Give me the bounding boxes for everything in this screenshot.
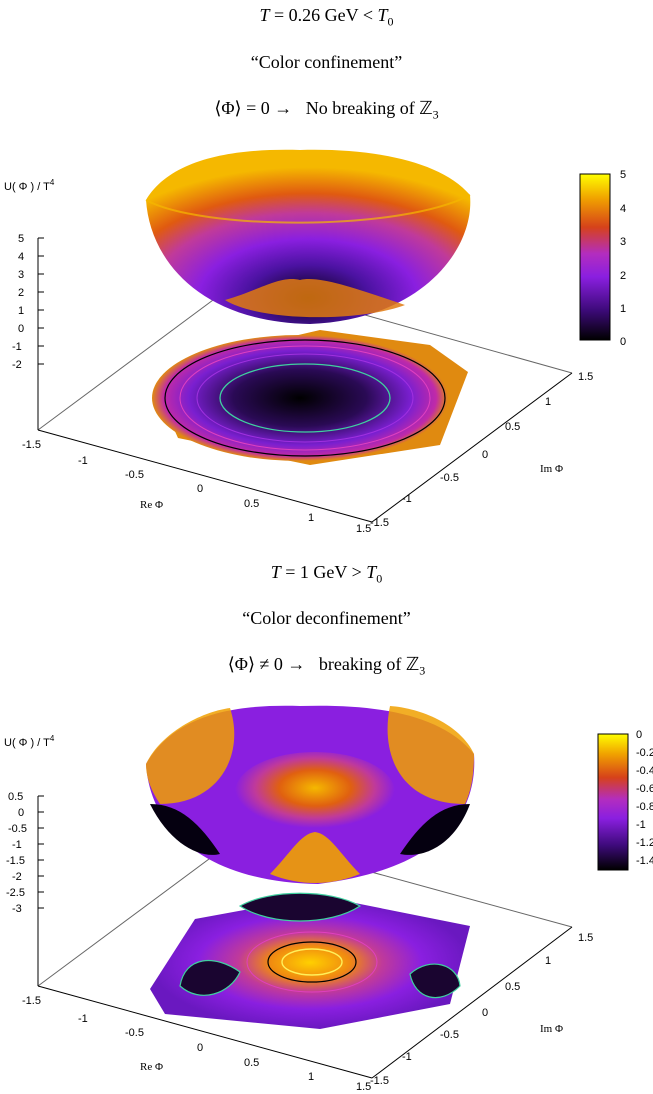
panel1-colorbar: 5 4 3 2 1 0 [579,169,626,348]
panel2-z-axis-label: U( Φ ) / T4 [4,734,55,749]
x-tick-label: -1.5 [22,995,41,1007]
colorbar-tick-label: 0 [620,336,626,348]
x-tick-label: 1 [308,1071,314,1083]
y-tick-label: -0.5 [440,1029,459,1041]
panel1-y-axis-label: Im Φ [540,463,563,475]
colorbar-tick-label: -1.4 [636,855,653,867]
panel1-surface-plot: 5 4 3 2 1 0 -1 -2 U( Φ ) / T4 -1.5 -1 -0… [4,149,626,535]
panel1-y-tick-labels: -1.5 -1 -0.5 0 0.5 1 1.5 [370,371,593,529]
z-tick-label: 4 [18,251,24,263]
panel2-x-tick-labels: -1.5 -1 -0.5 0 0.5 1 1.5 [22,995,371,1093]
z-tick-label: 3 [18,269,24,281]
z-tick-label: -0.5 [8,823,27,835]
z-tick-label: 2 [18,287,24,299]
x-tick-label: -1 [78,455,88,467]
z-tick-label: -2.5 [6,887,25,899]
panel1-contour-projection [152,330,468,465]
x-tick-label: -1 [78,1013,88,1025]
colorbar-tick-label: 1 [620,303,626,315]
z-tick-label: 0 [18,807,24,819]
colorbar-tick-label: 0 [636,729,642,741]
panel1-z-tick-labels: 5 4 3 2 1 0 -1 -2 [12,233,24,371]
panel2-title: T = 1 GeV > T0 [270,562,383,586]
z-tick-label: -1.5 [6,855,25,867]
x-tick-label: 1.5 [356,523,371,535]
y-tick-label: -1 [402,493,412,505]
z-tick-label: 0 [18,323,24,335]
colorbar-tick-label: -0.4 [636,765,653,777]
colorbar-tick-label: 5 [620,169,626,181]
z-tick-label: -2 [12,359,22,371]
colorbar-tick-label: -1 [636,819,646,831]
panel1-plot: 5 4 3 2 1 0 -1 -2 U( Φ ) / T4 -1.5 -1 -0… [0,140,653,540]
z-tick-label: 1 [18,305,24,317]
z-tick-label: 5 [18,233,24,245]
panel1-z-axis-label: U( Φ ) / T4 [4,178,55,193]
y-tick-label: -1.5 [370,1075,389,1087]
y-tick-label: -1 [402,1051,412,1063]
panel2-surface-plot: 0.5 0 -0.5 -1 -1.5 -2 -2.5 -3 U( Φ ) / T… [4,705,653,1093]
panel2-z-axis [37,795,44,986]
panel2-subtitle: “Color deconfinement” [242,608,411,628]
y-tick-label: 0.5 [505,981,520,993]
panel2-y-axis-label: Im Φ [540,1023,563,1035]
colorbar-tick-label: 3 [620,236,626,248]
panel1-title: T = 0.26 GeV < T0 [259,5,394,29]
colorbar-tick-label: 2 [620,270,626,282]
colorbar-tick-label: -1.2 [636,837,653,849]
y-tick-label: 1.5 [578,932,593,944]
panel2-contour-projection [150,892,470,1029]
y-tick-label: 0 [482,449,488,461]
x-tick-label: 0 [197,483,203,495]
y-tick-label: -0.5 [440,472,459,484]
colorbar-tick-label: -0.2 [636,747,653,759]
y-tick-label: -1.5 [370,517,389,529]
panel2-z-tick-labels: 0.5 0 -0.5 -1 -1.5 -2 -2.5 -3 [6,791,27,915]
panel1-x-axis-label: Re Φ [140,499,163,511]
x-tick-label: 1.5 [356,1081,371,1093]
x-tick-label: -1.5 [22,439,41,451]
panel2-statement: ⟨Φ⟩ ≠ 0 → breaking of ℤ3 [227,654,426,678]
panel2-plot: 0.5 0 -0.5 -1 -1.5 -2 -2.5 -3 U( Φ ) / T… [0,694,653,1094]
panel1-x-tick-labels: -1.5 -1 -0.5 0 0.5 1 1.5 [22,439,371,535]
y-tick-label: 0.5 [505,421,520,433]
y-tick-label: 0 [482,1007,488,1019]
x-tick-label: 1 [308,512,314,524]
z-tick-label: -1 [12,839,22,851]
z-tick-label: -2 [12,871,22,883]
panel2-colorbar: 0 -0.2 -0.4 -0.6 -0.8 -1 -1.2 -1.4 [597,729,653,871]
x-tick-label: 0.5 [244,1057,259,1069]
panel2-surface [146,705,475,884]
colorbar-tick-label: -0.8 [636,801,653,813]
panel1-statement: ⟨Φ⟩ = 0 → No breaking of ℤ3 [214,98,439,122]
panel1-subtitle: “Color confinement” [250,52,403,72]
x-tick-label: 0 [197,1042,203,1054]
panel1-surface [145,149,471,324]
panel2-y-tick-labels: -1.5 -1 -0.5 0 0.5 1 1.5 [370,932,593,1087]
panel1-z-axis [37,237,44,430]
y-tick-label: 1 [545,955,551,967]
z-tick-label: -1 [12,341,22,353]
colorbar-tick-label: 4 [620,203,626,215]
panel2-x-axis-label: Re Φ [140,1061,163,1073]
x-tick-label: -0.5 [125,1027,144,1039]
colorbar-tick-label: -0.6 [636,783,653,795]
x-tick-label: 0.5 [244,498,259,510]
z-tick-label: -3 [12,903,22,915]
x-tick-label: -0.5 [125,469,144,481]
y-tick-label: 1 [545,396,551,408]
y-tick-label: 1.5 [578,371,593,383]
z-tick-label: 0.5 [8,791,23,803]
